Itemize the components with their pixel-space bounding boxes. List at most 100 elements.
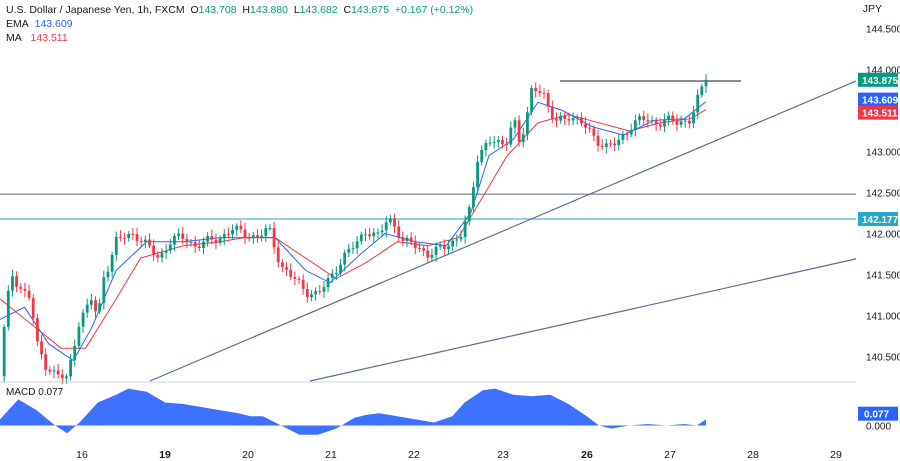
- candle-body: [189, 242, 193, 244]
- x-tick-label: 29: [830, 449, 842, 461]
- price-label-text: 143.511: [862, 109, 898, 120]
- chart-legend: U.S. Dollar / Japanese Yen, 1h, FXCM O14…: [6, 3, 473, 45]
- candle-body: [214, 239, 218, 243]
- ma-value: 143.511: [30, 32, 68, 44]
- candle-body: [559, 115, 563, 121]
- y-tick-label: 144.500: [866, 25, 900, 36]
- candle-body: [409, 237, 413, 243]
- ma-line: [0, 109, 707, 349]
- candle-body: [235, 225, 239, 230]
- candle-body: [23, 288, 27, 291]
- candle-body: [538, 91, 542, 93]
- candle-body: [131, 233, 135, 235]
- candle-body: [496, 140, 500, 143]
- candle-body: [384, 222, 388, 231]
- x-tick-label: 23: [497, 449, 509, 461]
- candle-body: [609, 143, 612, 145]
- candle-body: [592, 128, 596, 136]
- candle-body: [405, 237, 409, 241]
- candle-body: [98, 303, 102, 312]
- x-tick-label: 19: [159, 449, 171, 461]
- candle-body: [451, 240, 455, 247]
- candle-body: [135, 234, 139, 241]
- candle-body: [596, 135, 600, 146]
- candle-body: [472, 187, 475, 208]
- candle-body: [177, 233, 180, 236]
- candle-body: [355, 241, 359, 249]
- y-tick-label: 144.000: [866, 66, 900, 77]
- candle-body: [671, 115, 675, 121]
- symbol-title: U.S. Dollar / Japanese Yen, 1h, FXCM: [6, 4, 185, 16]
- candle-body: [268, 228, 272, 230]
- candle-body: [368, 234, 372, 237]
- x-tick-label: 27: [664, 449, 676, 461]
- candle-body: [69, 359, 72, 377]
- price-label-text: 142.177: [862, 215, 899, 226]
- candle-body: [40, 341, 43, 355]
- candle-body: [679, 121, 683, 125]
- ema-value: 143.609: [34, 18, 73, 30]
- candle-body: [334, 272, 338, 274]
- candle-body: [351, 248, 355, 250]
- x-tick-label: 26: [581, 449, 593, 461]
- candle-body: [476, 161, 479, 188]
- close-label: C: [343, 4, 352, 16]
- candle-body: [119, 236, 122, 238]
- candle-body: [621, 134, 625, 140]
- x-tick-label: 21: [325, 449, 337, 461]
- candle-body: [434, 246, 438, 255]
- currency-label: JPY: [862, 3, 882, 15]
- candle-body: [696, 94, 700, 113]
- candle-body: [222, 234, 226, 239]
- price-label-text: 143.875: [862, 76, 899, 87]
- candle-body: [160, 252, 164, 258]
- candle-body: [650, 120, 654, 122]
- candle-body: [588, 127, 592, 129]
- candle-body: [418, 247, 421, 249]
- candle-body: [388, 218, 392, 223]
- candle-body: [218, 238, 222, 243]
- candle-body: [438, 245, 442, 247]
- candle-body: [467, 207, 471, 222]
- low-label: L: [293, 4, 300, 16]
- open-value: 143.708: [198, 4, 237, 16]
- macd-value-text: 0.077: [864, 410, 889, 421]
- candle-body: [326, 278, 330, 288]
- candle-body: [704, 79, 708, 87]
- candle-body: [397, 226, 401, 238]
- candle-body: [555, 118, 558, 121]
- x-tick-label: 16: [76, 449, 88, 461]
- candle-body: [102, 277, 106, 304]
- candle-body: [31, 298, 35, 319]
- candle-body: [638, 116, 641, 121]
- candle-body: [239, 225, 243, 230]
- trendline-upper: [149, 80, 857, 382]
- candle-body: [289, 269, 293, 277]
- candle-body: [501, 140, 504, 145]
- candle-body: [542, 92, 546, 94]
- candle-body: [110, 254, 114, 272]
- ma-label: MA: [6, 32, 22, 44]
- candle-body: [314, 291, 318, 295]
- candle-body: [442, 245, 446, 249]
- candle-body: [509, 127, 513, 145]
- candle-body: [73, 345, 77, 360]
- candle-body: [584, 123, 587, 128]
- candle-body: [675, 120, 679, 125]
- candle-body: [687, 120, 691, 124]
- candle-body: [44, 354, 48, 370]
- candle-body: [426, 250, 430, 258]
- candle-body: [127, 233, 131, 239]
- candle-body: [550, 106, 554, 119]
- candle-body: [65, 376, 68, 379]
- high-label: H: [242, 4, 251, 16]
- candle-body: [617, 139, 621, 146]
- candle-body: [380, 230, 384, 233]
- candle-body: [293, 276, 297, 279]
- candle-body: [629, 130, 633, 135]
- candle-body: [173, 235, 176, 245]
- candle-body: [227, 234, 230, 236]
- candle-body: [492, 142, 496, 144]
- candle-body: [264, 228, 268, 236]
